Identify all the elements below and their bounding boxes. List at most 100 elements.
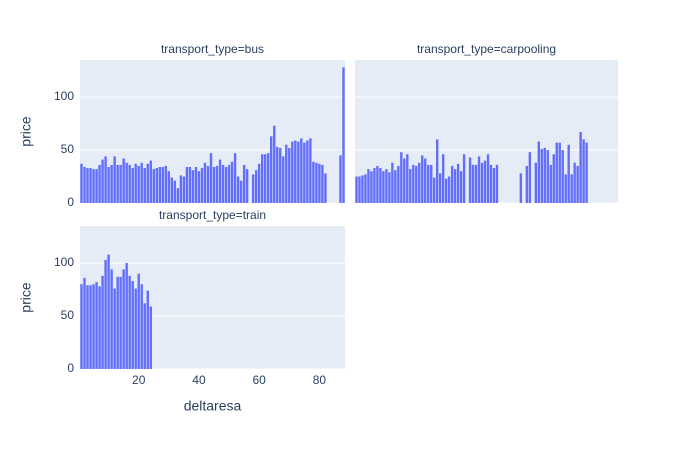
bar [480,162,484,203]
bar [433,177,436,203]
bar [107,166,110,203]
subplot-title: transport_type=carpooling [417,42,556,56]
bar [537,141,540,203]
bar [224,166,228,203]
bar [101,275,104,369]
bar [194,166,198,203]
bar [116,164,119,203]
bar [409,169,412,203]
bar [86,168,89,203]
bar [483,160,487,203]
bar [89,168,92,203]
bar [444,178,448,203]
bar [158,166,162,203]
bar [582,139,585,203]
bar [306,140,309,203]
bar [285,144,288,203]
bar [456,163,460,203]
bar [119,276,122,369]
bar [188,166,192,203]
bar [218,159,222,203]
bar [318,163,321,203]
bar [474,164,478,203]
y-tick-label: 0 [67,361,74,375]
bar [555,142,558,203]
bar [394,170,397,203]
bar [92,284,95,369]
bar [459,171,463,203]
bar [355,176,358,203]
bar [486,154,490,203]
bar [251,174,255,203]
bar [86,285,89,369]
bar [364,174,367,203]
y-axis-label: price [18,116,34,147]
bar [573,162,576,203]
bar [391,162,394,203]
bar [113,156,116,203]
bar [342,67,345,203]
bar [370,171,373,203]
bar [104,259,107,369]
bar [382,171,385,203]
bar [567,144,570,203]
bar [462,154,466,203]
x-axis-label: deltaresa [184,398,242,414]
bar [418,162,421,203]
bar [324,173,327,203]
x-tick-label: 20 [132,373,146,387]
bar [297,141,300,203]
bar [92,169,95,203]
bar [254,170,258,203]
bar [361,175,364,203]
bar [447,176,451,203]
bar [321,164,324,203]
bar [95,169,98,203]
bar [309,138,312,203]
subplot-title: transport_type=train [159,208,266,222]
bar [412,164,415,203]
bar [110,164,113,203]
y-tick-label: 100 [54,255,74,269]
bar [182,176,186,203]
bar [435,139,439,203]
y-tick-label: 0 [67,195,74,209]
bar [257,163,261,203]
bar [312,161,315,203]
bar [227,164,231,203]
y-tick-label: 50 [61,308,75,322]
bar [450,165,454,203]
bar [441,154,445,203]
bar [303,142,306,203]
bar [273,125,276,203]
x-tick-label: 40 [192,373,206,387]
y-tick-label: 100 [54,89,74,103]
bar [339,155,342,203]
bar [101,159,104,203]
bar [424,158,427,203]
bar [83,166,86,203]
bar [173,180,177,203]
bar [495,164,499,203]
bar [230,161,234,203]
bar [80,284,83,369]
bar [131,281,134,369]
bar [576,165,579,203]
bar [149,160,152,203]
bar [179,175,183,203]
bar [421,155,424,203]
bar [406,154,409,203]
bar [564,174,567,203]
bar [282,156,285,203]
bar [388,172,391,203]
bar [134,163,137,203]
bar [468,157,472,203]
bar [546,150,549,203]
bar [561,150,564,203]
bar [400,152,403,203]
bar [116,276,119,369]
bar [107,254,110,369]
bar [131,168,134,203]
y-tick-label: 50 [61,142,75,156]
